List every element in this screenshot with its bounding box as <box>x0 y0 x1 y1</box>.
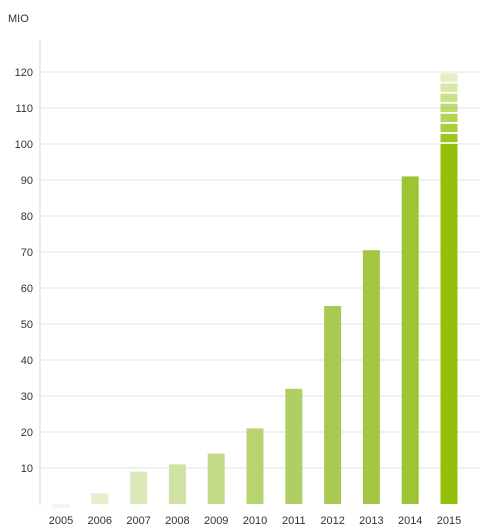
y-tick-label: 100 <box>15 139 33 151</box>
y-tick-label: 20 <box>21 427 33 439</box>
x-tick-label: 2007 <box>126 515 150 527</box>
x-tick-label: 2012 <box>320 515 344 527</box>
bar-2015-stripe <box>440 93 458 102</box>
bar-2006 <box>91 493 109 504</box>
x-tick-label: 2013 <box>359 515 383 527</box>
bar-2015-stripe <box>440 133 458 143</box>
y-tick-labels: 10 20 30 40 50 60 70 80 90 100 110 120 <box>15 67 33 475</box>
bar-2015 <box>440 144 458 504</box>
bar-2011 <box>285 388 303 504</box>
x-tick-label: 2014 <box>398 515 422 527</box>
gridlines <box>40 71 480 469</box>
bar-2012 <box>324 306 342 504</box>
y-tick-label: 10 <box>21 463 33 475</box>
y-tick-label: 50 <box>21 319 33 331</box>
y-tick-label: 110 <box>15 103 33 115</box>
bar-2015-stripe <box>440 113 458 123</box>
bar-2015-stripe <box>440 123 458 133</box>
bar-2015-stripe <box>440 73 458 82</box>
y-tick-label: 80 <box>21 211 33 223</box>
y-tick-label: 30 <box>21 391 33 403</box>
bar-2015-stripes <box>440 73 458 143</box>
x-tick-label: 2006 <box>88 515 112 527</box>
x-tick-label: 2010 <box>243 515 267 527</box>
y-tick-label: 90 <box>21 175 33 187</box>
y-tick-label: 70 <box>21 247 33 259</box>
y-tick-label: 60 <box>21 283 33 295</box>
bar-2013 <box>362 250 380 504</box>
bar-2005 <box>52 504 70 508</box>
y-axis-label: MIO <box>8 13 29 25</box>
x-tick-label: 2005 <box>49 515 73 527</box>
bar-2008 <box>168 464 186 504</box>
y-tick-label: 120 <box>15 67 33 79</box>
bar-2015-stripe <box>440 83 458 92</box>
x-tick-label: 2009 <box>204 515 228 527</box>
bar-2010 <box>246 428 264 504</box>
bar-2014 <box>401 176 419 504</box>
bar-2009 <box>207 453 225 504</box>
x-tick-label: 2015 <box>437 515 461 527</box>
bars <box>52 73 458 508</box>
x-tick-labels: 2005 2006 2007 2008 2009 2010 2011 2012 2013 2014… <box>49 515 461 527</box>
bar-2007 <box>130 471 148 504</box>
x-tick-label: 2008 <box>165 515 189 527</box>
y-tick-label: 40 <box>21 355 33 367</box>
x-tick-label: 2011 <box>282 515 306 527</box>
bar-2015-stripe <box>440 103 458 112</box>
